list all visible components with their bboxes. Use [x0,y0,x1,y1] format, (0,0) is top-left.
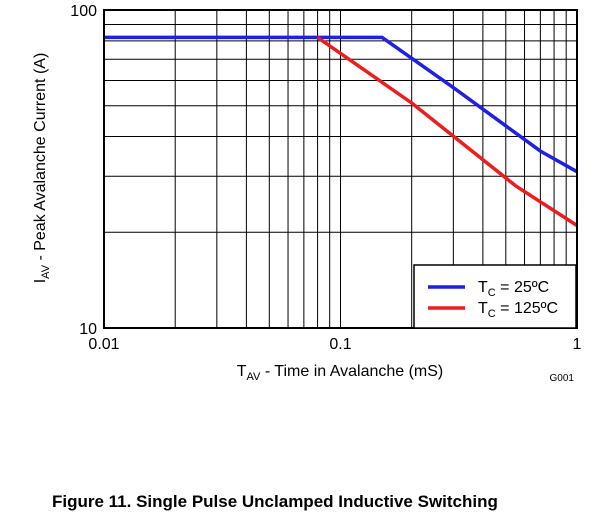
series-line-125c [316,35,578,227]
x-tick-label: 1 [573,336,582,353]
tick-labels: 0.01 0.1 1 10 100 [70,3,581,353]
y-axis-title: IAV - Peak Avalanche Current (A) [32,53,52,284]
figure-caption: Figure 11. Single Pulse Unclamped Induct… [52,492,498,511]
plot-frame [103,9,578,329]
y-tick-label: 100 [70,3,97,20]
x-axis-title: TAV - Time in Avalanche (mS) [237,363,444,383]
series-lines [104,35,578,227]
legend-box [413,264,577,329]
x-tick-label: 0.01 [88,336,119,353]
legend-label-25c: TC = 25ºC [478,279,549,299]
x-tick-label: 0.1 [329,336,351,353]
legend: TC = 25ºC TC = 125ºC [413,264,577,329]
y-tick-label: 10 [79,321,97,338]
legend-label-125c: TC = 125ºC [478,300,558,320]
series-line-25c [104,35,578,174]
figure-code: G001 [550,373,575,384]
